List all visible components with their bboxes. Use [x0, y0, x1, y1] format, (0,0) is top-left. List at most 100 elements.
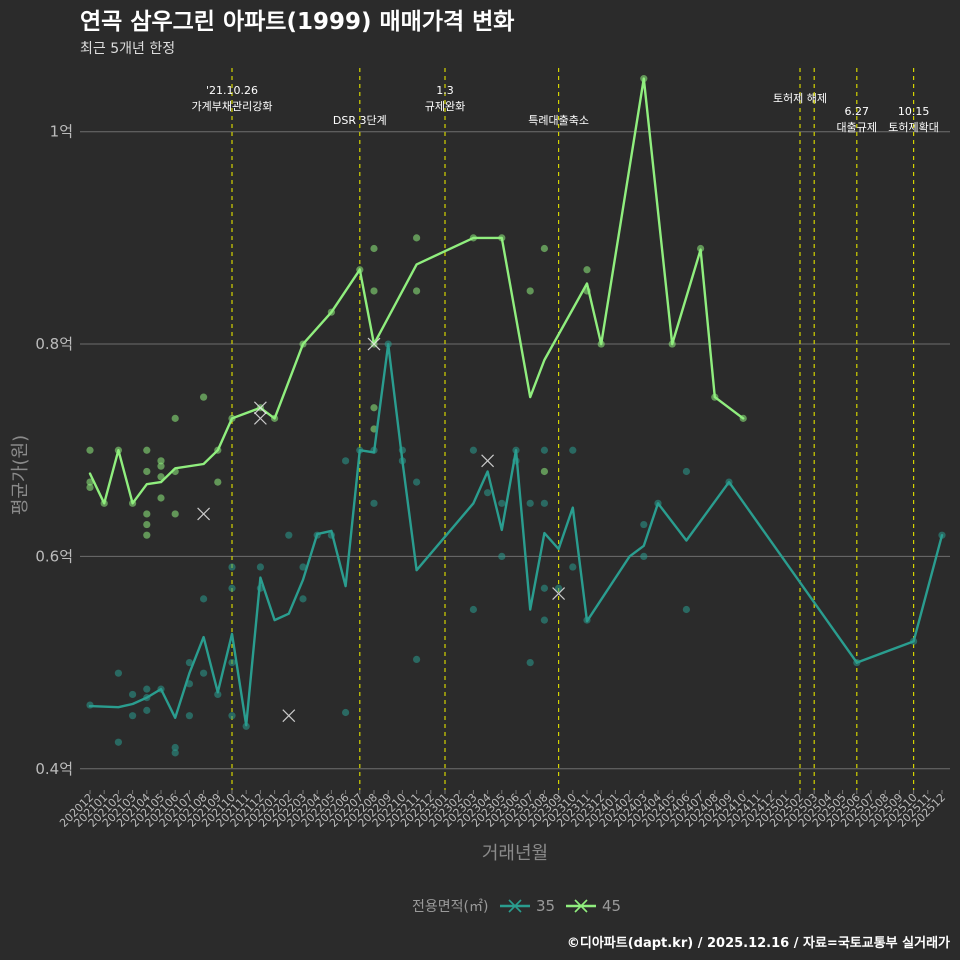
data-point-35	[682, 467, 691, 476]
x-marker-45	[197, 507, 211, 521]
chart-subtitle: 최근 5개년 한정	[80, 41, 175, 57]
event-label: 대출규제	[837, 121, 877, 134]
data-point-35	[342, 457, 350, 465]
data-point-45	[413, 287, 421, 295]
data-point-35	[555, 584, 563, 592]
data-point-35	[171, 743, 179, 752]
data-point-35	[413, 478, 421, 486]
event-label: '21.10.26	[206, 84, 258, 97]
data-point-35	[185, 658, 193, 667]
data-point-45	[86, 478, 94, 486]
series-lines	[88, 77, 944, 727]
data-point-35	[129, 690, 137, 699]
data-point-35	[143, 685, 151, 693]
y-tick-label: 0.8억	[35, 335, 73, 353]
data-point-35	[143, 706, 151, 714]
data-point-35	[171, 749, 179, 757]
data-point-35	[228, 584, 236, 592]
legend: 전용면적(㎡) 35 45	[412, 897, 621, 915]
scatter-points	[86, 75, 946, 757]
x-marker-45	[253, 401, 267, 415]
event-label: 토허제확대	[888, 121, 939, 134]
x-axis-label: 거래년월	[482, 843, 548, 864]
data-point-45	[370, 244, 378, 253]
data-point-45	[370, 287, 378, 295]
data-point-35	[342, 708, 350, 717]
data-point-45	[143, 510, 151, 518]
data-point-45	[86, 446, 94, 454]
event-label: 가계부채관리강화	[192, 100, 273, 113]
legend-label-35: 35	[536, 897, 555, 915]
x-markers	[197, 337, 566, 723]
data-point-45	[526, 287, 534, 295]
event-label: 특례대출축소	[528, 114, 589, 127]
data-point-35	[228, 658, 236, 667]
data-point-45	[540, 467, 549, 476]
data-point-35	[469, 605, 477, 614]
data-point-45	[214, 478, 222, 486]
x-axis-ticks: 2020122021012021022021032021042021052021…	[57, 790, 948, 830]
data-point-45	[157, 494, 165, 502]
data-point-45	[143, 531, 151, 539]
data-point-35	[540, 499, 549, 507]
data-point-45	[370, 404, 378, 412]
series-line-35	[88, 342, 944, 727]
data-point-35	[285, 531, 293, 539]
data-point-35	[498, 552, 506, 561]
data-point-45	[583, 266, 591, 274]
data-point-35	[200, 595, 208, 603]
event-label: 10.15	[898, 105, 930, 118]
event-label: 1.3	[436, 84, 454, 97]
event-label: 토허제 해제	[773, 91, 827, 105]
caption: ©디아파트(dapt.kr) / 2025.12.16 / 자료=국토교통부 실…	[567, 935, 950, 951]
data-point-35	[640, 520, 648, 529]
data-point-35	[228, 563, 236, 571]
legend-swatch-x-45	[574, 899, 588, 913]
data-point-45	[200, 393, 208, 401]
data-point-45	[157, 457, 165, 465]
data-point-35	[299, 595, 307, 603]
data-point-35	[526, 499, 534, 507]
data-point-35	[540, 616, 549, 624]
data-point-35	[469, 446, 477, 454]
data-point-35	[484, 489, 492, 497]
data-point-45	[143, 520, 151, 529]
legend-title: 전용면적(㎡)	[412, 899, 488, 915]
x-marker-45	[253, 411, 267, 425]
data-point-35	[256, 563, 264, 571]
data-point-35	[526, 658, 534, 667]
data-point-35	[129, 712, 137, 720]
event-label: DSR 3단계	[333, 114, 387, 127]
data-point-35	[114, 669, 122, 677]
data-point-35	[540, 584, 549, 592]
chart-title: 연곡 삼우그린 아파트(1999) 매매가격 변화	[80, 9, 514, 35]
data-point-45	[157, 473, 165, 481]
legend-label-45: 45	[602, 897, 621, 915]
data-point-45	[143, 467, 151, 476]
data-point-45	[143, 446, 151, 454]
gridlines	[80, 131, 950, 770]
data-point-35	[114, 738, 122, 746]
event-label: 6.27	[845, 105, 870, 118]
y-axis-ticks: 0.4억 0.6억 0.8억 1억	[35, 123, 73, 778]
data-point-45	[540, 244, 549, 253]
event-label: 규제완화	[425, 100, 465, 113]
data-point-45	[171, 414, 179, 422]
data-point-45	[157, 462, 165, 470]
data-point-35	[640, 552, 648, 561]
data-point-45	[86, 483, 94, 491]
series-line-45	[88, 77, 745, 505]
y-tick-label: 0.6억	[35, 547, 73, 565]
data-point-35	[569, 563, 577, 571]
data-point-35	[682, 605, 691, 614]
data-point-35	[299, 563, 307, 571]
data-point-35	[185, 712, 193, 720]
data-point-35	[214, 690, 222, 699]
data-point-35	[200, 669, 208, 677]
y-tick-label: 1억	[50, 123, 73, 141]
legend-swatch-x-35	[508, 899, 522, 913]
y-axis-label: 평균가(원)	[10, 435, 31, 515]
data-point-45	[413, 234, 421, 242]
x-marker-45	[367, 337, 381, 351]
